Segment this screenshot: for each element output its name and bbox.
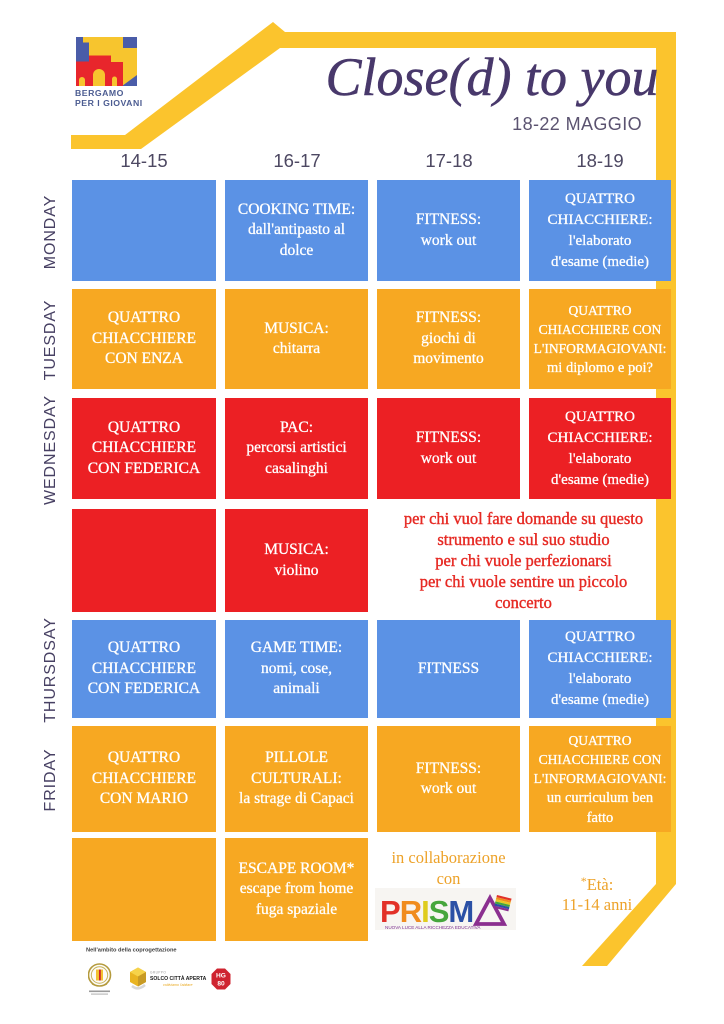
svg-text:HG: HG [216, 973, 226, 980]
svg-text:GRUPPO: GRUPPO [150, 971, 166, 975]
svg-text:SOLCO CITTÀ APERTA: SOLCO CITTÀ APERTA [150, 975, 207, 982]
svg-text:PRISM: PRISM [380, 894, 473, 929]
svg-text:coltiviamo l'abitare: coltiviamo l'abitare [163, 983, 192, 987]
svg-text:NUOVA LUCE ALLA RICCHEZZA EDUC: NUOVA LUCE ALLA RICCHEZZA EDUCATIVA [385, 925, 481, 930]
svg-text:80: 80 [217, 981, 225, 988]
